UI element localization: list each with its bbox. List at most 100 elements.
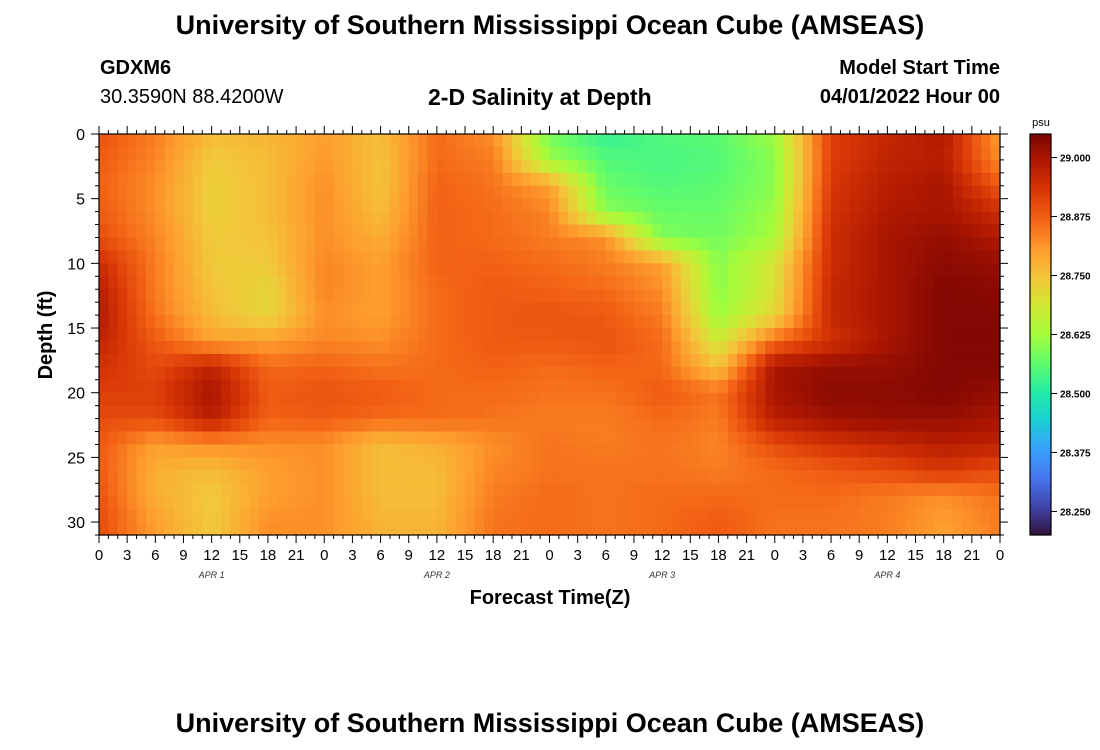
heatmap-cell (221, 509, 231, 523)
heatmap-cell (465, 237, 476, 252)
heatmap-cell (493, 405, 504, 420)
heatmap-cell (333, 146, 344, 161)
heatmap-cell (953, 418, 964, 433)
heatmap-cell (530, 276, 541, 290)
heatmap-cell (765, 224, 776, 239)
heatmap-cell (962, 496, 973, 510)
heatmap-cell (971, 431, 982, 446)
heatmap-cell (117, 159, 128, 174)
heatmap-cell (249, 185, 260, 200)
heatmap-cell (849, 198, 860, 213)
heatmap-cell (877, 315, 888, 329)
heatmap-cell (953, 509, 964, 523)
heatmap-cell (662, 211, 673, 226)
heatmap-cell (934, 496, 945, 510)
heatmap-cell (389, 198, 400, 213)
heatmap-cell (108, 146, 119, 161)
heatmap-cell (183, 470, 194, 484)
heatmap-cell (774, 263, 785, 277)
heatmap-cell (821, 340, 832, 355)
heatmap-cell (887, 483, 898, 497)
heatmap-cell (296, 431, 307, 446)
heatmap-cell (474, 276, 485, 290)
heatmap-cell (127, 340, 138, 355)
heatmap-cell (549, 146, 560, 161)
heatmap-cell (802, 134, 813, 148)
heatmap-cell (352, 392, 363, 407)
heatmap-cell (117, 431, 128, 446)
heatmap-cell (446, 340, 457, 355)
heatmap-cell (915, 302, 926, 316)
heatmap-cell (727, 496, 738, 510)
heatmap-cell (108, 289, 119, 303)
heatmap-cell (671, 224, 682, 239)
heatmap-cell (849, 379, 860, 394)
heatmap-cell (286, 379, 297, 394)
day-label: APR 4 (873, 570, 900, 580)
heatmap-cell (709, 496, 720, 510)
heatmap-cell (971, 353, 982, 368)
heatmap-cell (286, 522, 297, 536)
heatmap-cell (361, 185, 372, 200)
heatmap-cell (877, 353, 888, 368)
heatmap-cell (371, 418, 382, 433)
heatmap-cell (446, 224, 457, 239)
heatmap-cell (305, 496, 316, 510)
heatmap-cell (108, 340, 119, 355)
heatmap-cell (296, 379, 307, 394)
heatmap-cell (343, 315, 354, 329)
heatmap-cell (164, 392, 175, 407)
heatmap-cell (427, 237, 438, 252)
heatmap-cell (887, 353, 898, 368)
heatmap-cell (343, 146, 354, 161)
heatmap-cell (652, 224, 663, 239)
heatmap-cell (802, 146, 813, 161)
heatmap-cell (793, 134, 804, 148)
heatmap-cell (990, 250, 1001, 264)
heatmap-cell (408, 444, 419, 458)
heatmap-cell (333, 185, 344, 200)
heatmap-cell (127, 418, 138, 433)
heatmap-cell (690, 340, 701, 355)
heatmap-cell (324, 392, 335, 407)
heatmap-cell (615, 509, 626, 523)
heatmap-cell (343, 224, 354, 239)
heatmap-cell (258, 392, 269, 407)
heatmap-cell (108, 198, 119, 213)
heatmap-cell (418, 263, 429, 277)
heatmap-cell (549, 353, 560, 368)
heatmap-cell (587, 159, 598, 174)
heatmap-cell (465, 328, 476, 342)
heatmap-cell (662, 444, 673, 458)
heatmap-cell (699, 224, 710, 239)
heatmap-cell (887, 302, 898, 316)
heatmap-cell (887, 431, 898, 446)
colorbar-tick-label: 28.250 (1060, 507, 1091, 518)
heatmap-cell (230, 366, 241, 381)
heatmap-cell (145, 366, 156, 381)
heatmap-cell (436, 263, 447, 277)
heatmap-cell (877, 224, 888, 239)
heatmap-cell (343, 276, 354, 290)
heatmap-cell (117, 198, 128, 213)
heatmap-cell (709, 444, 720, 458)
heatmap-cell (267, 431, 278, 446)
heatmap-cell (868, 289, 879, 303)
heatmap-cell (662, 509, 673, 523)
heatmap-cell (652, 509, 663, 523)
heatmap-cell (981, 405, 992, 420)
heatmap-cell (493, 340, 504, 355)
heatmap-cell (755, 263, 766, 277)
heatmap-cell (371, 302, 382, 316)
heatmap-cell (230, 392, 241, 407)
heatmap-cell (183, 302, 194, 316)
x-tick-label: 12 (654, 547, 671, 564)
heatmap-cell (408, 211, 419, 226)
heatmap-cell (568, 302, 579, 316)
heatmap-cell (849, 146, 860, 161)
heatmap-cell (493, 392, 504, 407)
heatmap-cell (924, 366, 935, 381)
heatmap-cell (568, 444, 579, 458)
heatmap-cell (558, 146, 569, 161)
heatmap-cell (812, 431, 823, 446)
